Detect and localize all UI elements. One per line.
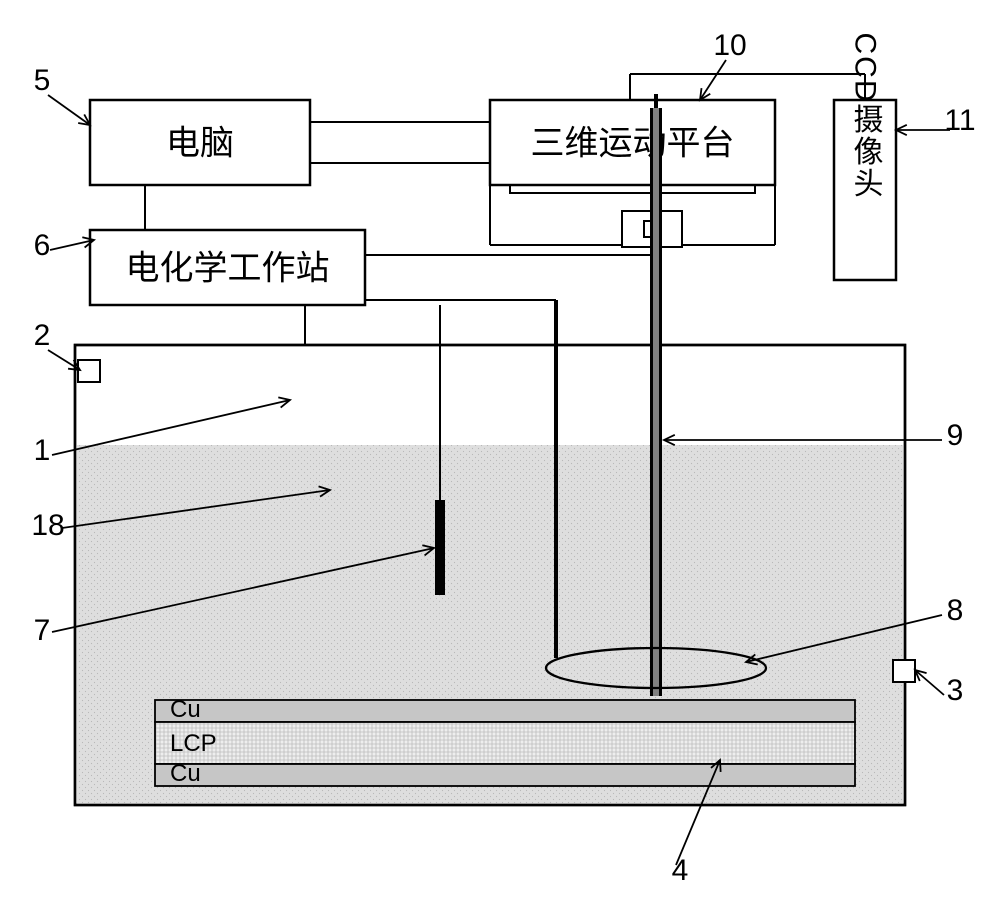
svg-text:10: 10 [713,29,746,62]
svg-text:三维运动平台: 三维运动平台 [531,125,735,163]
svg-text:2: 2 [34,319,51,352]
svg-text:电化学工作站: 电化学工作站 [126,250,330,288]
svg-text:18: 18 [31,509,64,542]
svg-text:Cu: Cu [170,696,201,723]
svg-text:7: 7 [34,614,51,647]
svg-text:Cu: Cu [170,760,201,787]
svg-text:9: 9 [947,419,964,452]
svg-text:4: 4 [672,854,689,887]
svg-text:电脑: 电脑 [166,125,234,163]
svg-text:5: 5 [34,64,51,97]
svg-text:CCD摄像头: CCD摄像头 [849,33,884,200]
svg-text:6: 6 [34,229,51,262]
svg-text:1: 1 [34,434,51,467]
svg-text:3: 3 [947,674,964,707]
svg-text:LCP: LCP [170,730,217,757]
svg-text:11: 11 [944,104,975,137]
diagram-canvas: Cu LCP Cu 电脑电化学工作站 三维运动平台 CCD摄像头 5 6 2 1 18 7 10 11 9 8… [0,0,1000,901]
svg-text:8: 8 [947,594,964,627]
